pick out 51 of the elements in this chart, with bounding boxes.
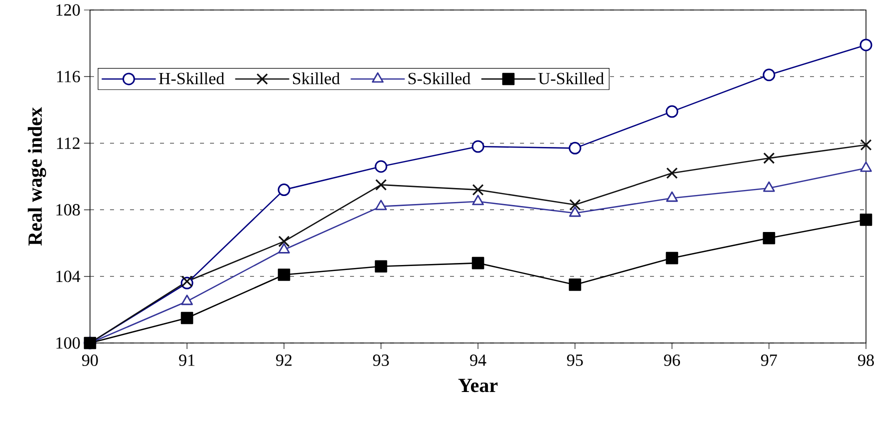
x-axis-title: Year [458,378,498,392]
point [569,206,581,217]
x-tick-label: 91 [179,354,194,366]
point [568,142,582,154]
point [181,294,193,306]
point [666,191,678,202]
point [763,181,775,192]
point [666,167,678,179]
legend-label: Skilled [293,72,340,84]
x-tick-label: 97 [761,354,778,366]
x-tick-label: 96 [664,354,680,366]
point [278,268,290,281]
point [278,184,290,196]
y-tick-label: 116 [57,70,80,82]
legend-label: U-Skilled [538,72,604,84]
point [180,312,194,324]
y-tick-label: 112 [57,138,80,149]
point [472,184,484,196]
point [860,161,872,172]
y-tick-label: 104 [56,270,80,282]
y-tick-label: 100 [56,337,80,349]
point [860,214,872,226]
point [568,278,582,291]
y-axis-title: Real wage index [28,107,46,246]
point [666,252,678,264]
point [763,152,775,164]
point [472,140,484,153]
legend-label: S-Skilled [408,72,470,84]
point [569,199,581,211]
point [374,260,388,273]
point [666,105,678,118]
legend-label: H-Skilled [158,72,224,84]
x-tick-label: 94 [470,354,486,366]
point [860,38,872,52]
point [762,232,776,244]
y-tick-label: 120 [56,4,80,16]
x-tick-label: 95 [567,354,583,366]
x-tick-label: 98 [858,354,874,366]
point [374,160,388,173]
point [472,256,484,270]
x-tick-label: 93 [373,354,389,366]
point [278,236,290,248]
point [472,194,484,206]
point [860,139,872,151]
y-tick-label: 108 [56,204,80,216]
x-tick-label: 90 [82,354,98,366]
point [375,200,387,210]
x-tick-label: 92 [276,354,292,366]
point [762,68,776,82]
point [375,179,387,191]
point [278,243,290,254]
